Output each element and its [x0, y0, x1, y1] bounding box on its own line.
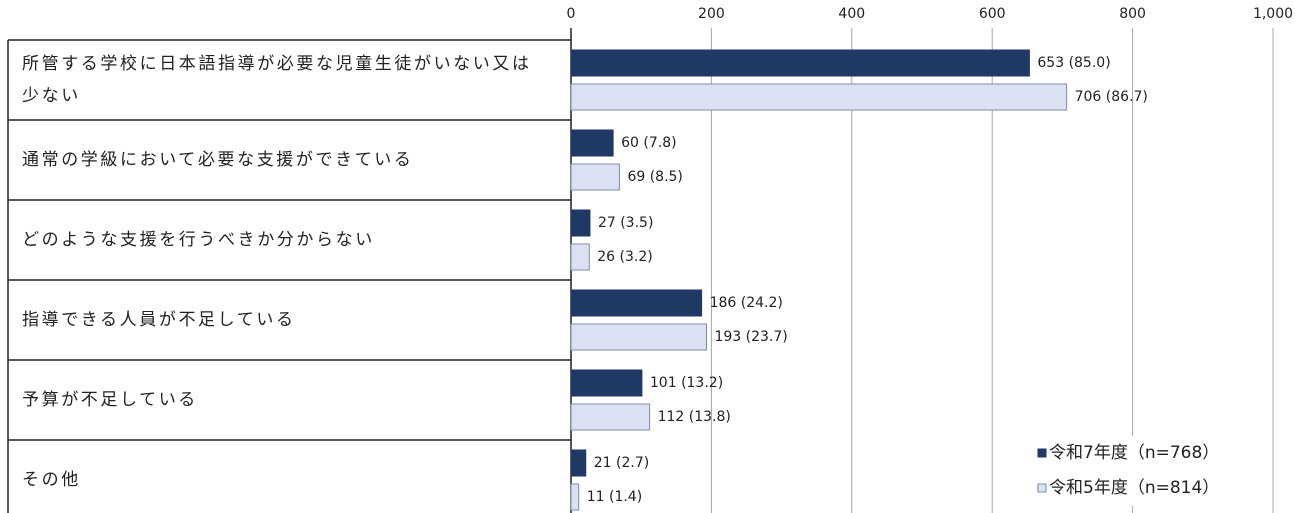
data-label: 26 (3.2) — [597, 249, 652, 265]
bar — [570, 83, 1068, 111]
legend-swatch — [1037, 483, 1047, 493]
x-tick-label: 1,000 — [1253, 6, 1293, 22]
data-label: 69 (8.5) — [627, 169, 682, 185]
bar — [570, 163, 620, 191]
category-label: その他 — [22, 470, 81, 490]
bar — [570, 289, 703, 317]
data-label: 27 (3.5) — [598, 215, 653, 231]
bar — [570, 323, 707, 351]
bar — [570, 49, 1030, 77]
bar — [570, 403, 651, 431]
category-label: 指導できる人員が不足している — [22, 310, 296, 330]
bar — [570, 369, 643, 397]
data-label: 11 (1.4) — [587, 489, 642, 505]
x-tick-label: 400 — [838, 6, 865, 22]
x-tick-label: 200 — [698, 6, 725, 22]
legend-swatch — [1037, 448, 1047, 458]
data-label: 60 (7.8) — [621, 135, 676, 151]
category-label: どのような支援を行うべきか分からない — [22, 230, 375, 250]
data-label: 193 (23.7) — [714, 329, 787, 345]
data-label: 21 (2.7) — [594, 455, 649, 471]
x-tick-label: 0 — [567, 6, 576, 22]
x-tick-label: 600 — [979, 6, 1006, 22]
category-label: 所管する学校に日本語指導が必要な児童生徒がいない又は少ない — [22, 54, 532, 106]
bar — [570, 243, 590, 271]
data-label: 112 (13.8) — [658, 409, 731, 425]
legend-label: 令和7年度（n=768） — [1049, 443, 1219, 463]
bar — [570, 209, 591, 237]
bar — [570, 449, 587, 477]
data-label: 706 (86.7) — [1075, 89, 1148, 105]
category-label: 予算が不足している — [22, 390, 198, 410]
data-label: 653 (85.0) — [1037, 55, 1110, 71]
bar — [570, 129, 614, 157]
data-label: 186 (24.2) — [710, 295, 783, 311]
legend-box — [1030, 436, 1262, 506]
x-tick-label: 800 — [1119, 6, 1146, 22]
bar — [570, 483, 580, 511]
category-label: 通常の学級において必要な支援ができている — [22, 150, 414, 170]
legend-label: 令和5年度（n=814） — [1049, 478, 1219, 498]
legend: 令和7年度（n=768） 令和5年度（n=814） — [1030, 436, 1262, 506]
data-label: 101 (13.2) — [650, 375, 723, 391]
